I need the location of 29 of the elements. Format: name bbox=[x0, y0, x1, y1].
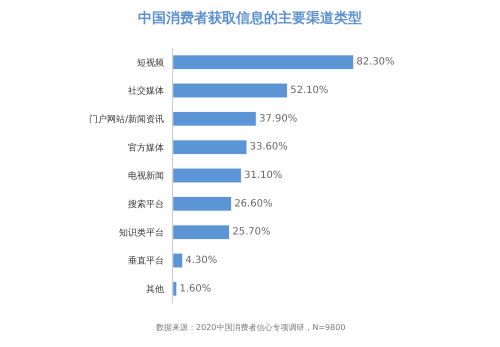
bar bbox=[173, 83, 288, 98]
bar bbox=[173, 54, 354, 70]
y-tick-label: 社交媒体 bbox=[128, 86, 164, 97]
y-tick-label: 知识类平台 bbox=[119, 227, 164, 238]
data-label: 26.60% bbox=[234, 198, 272, 210]
bar bbox=[173, 196, 232, 212]
data-label: 4.30% bbox=[185, 255, 218, 266]
bar bbox=[173, 253, 183, 268]
y-tick-label: 短视频 bbox=[137, 57, 164, 68]
data-label: 37.90% bbox=[259, 113, 298, 124]
y-tick-label: 门户网站/新闻资讯 bbox=[89, 114, 164, 125]
bar bbox=[173, 140, 247, 154]
bar bbox=[173, 282, 177, 296]
bar bbox=[173, 224, 230, 240]
data-label: 1.60% bbox=[180, 283, 212, 294]
y-tick-label: 电视新闻 bbox=[128, 170, 164, 182]
data-label: 31.10% bbox=[244, 170, 282, 181]
y-tick-label: 官方媒体 bbox=[128, 142, 164, 154]
source-note: 数据来源：2020中国消费者信心专项调研，N=9800 bbox=[156, 323, 346, 332]
data-label: 33.60% bbox=[250, 142, 288, 153]
bar bbox=[173, 168, 242, 183]
data-label: 82.30% bbox=[356, 56, 395, 68]
y-tick-label: 其他 bbox=[146, 284, 164, 295]
chart-title: 中国消费者获取信息的主要渠道类型 bbox=[138, 9, 362, 26]
bar bbox=[173, 112, 256, 126]
y-tick-label: 搜索平台 bbox=[128, 198, 164, 210]
data-label: 52.10% bbox=[290, 85, 328, 96]
data-label: 25.70% bbox=[232, 226, 270, 238]
y-tick-label: 垂直平台 bbox=[128, 256, 164, 267]
